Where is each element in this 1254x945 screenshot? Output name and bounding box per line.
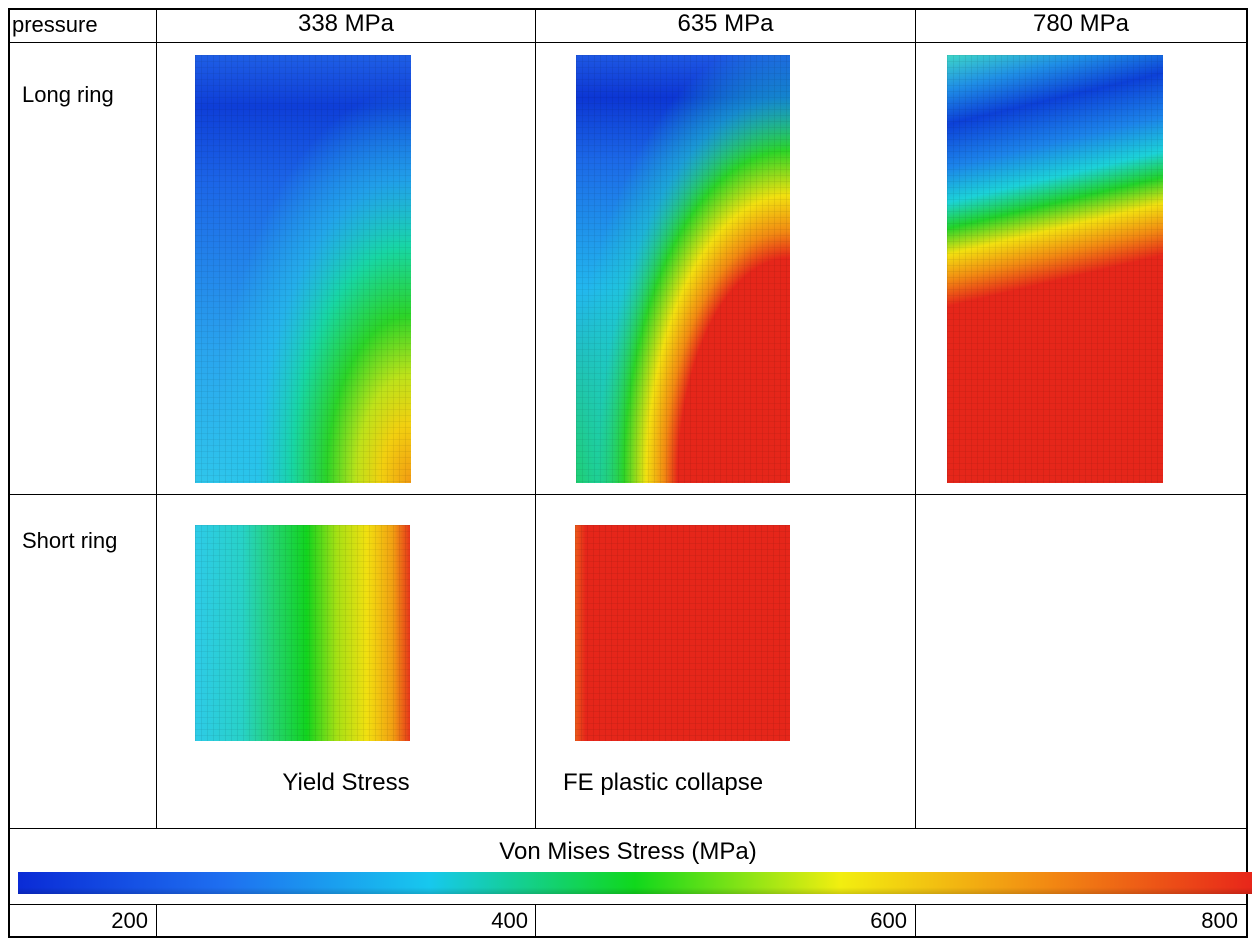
table-border-header xyxy=(8,42,1248,43)
table-border-left xyxy=(8,8,10,938)
column-divider-2 xyxy=(535,8,536,829)
colorbar xyxy=(18,872,1252,894)
tick-divider-3 xyxy=(915,904,916,937)
table-border-right xyxy=(1246,8,1248,938)
colorbar-title: Von Mises Stress (MPa) xyxy=(499,838,757,865)
row-label-short-ring: Short ring xyxy=(22,528,118,553)
plot-short-ring-338 xyxy=(195,525,410,741)
table-border-row2 xyxy=(8,828,1248,829)
caption-fe-plastic-collapse: FE plastic collapse xyxy=(563,769,764,796)
tick-divider-1 xyxy=(156,904,157,937)
colorbar-tick-400: 400 xyxy=(491,908,528,933)
table-border-bottom xyxy=(8,936,1248,938)
header-pressure-635: 635 MPa xyxy=(677,10,774,37)
table-border-top xyxy=(8,8,1248,10)
table-border-colorbar xyxy=(8,904,1248,905)
plot-long-ring-780 xyxy=(947,55,1163,483)
header-pressure-780: 780 MPa xyxy=(1032,10,1130,37)
header-corner-label: pressure xyxy=(12,12,98,37)
row-label-long-ring: Long ring xyxy=(22,82,114,107)
table-border-row1 xyxy=(8,494,1248,495)
caption-yield-stress: Yield Stress xyxy=(282,769,410,796)
header-pressure-338: 338 MPa xyxy=(297,10,395,37)
colorbar-tick-200: 200 xyxy=(111,908,148,933)
colorbar-tick-600: 600 xyxy=(870,908,907,933)
plot-short-ring-635 xyxy=(575,525,790,741)
column-divider-1 xyxy=(156,8,157,829)
plot-long-ring-635 xyxy=(576,55,790,483)
tick-divider-2 xyxy=(535,904,536,937)
colorbar-tick-800: 800 xyxy=(1201,908,1238,933)
plot-long-ring-338 xyxy=(195,55,411,483)
column-divider-3 xyxy=(915,8,916,829)
